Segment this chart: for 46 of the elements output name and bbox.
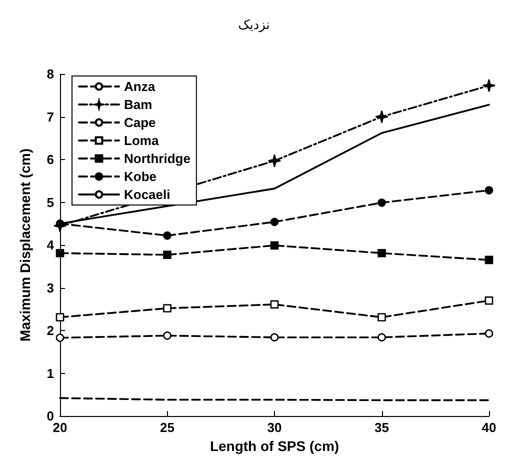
point (163, 304, 172, 312)
x-axis-title: Length of SPS (cm) (210, 438, 340, 454)
y-tick-label: 7 (46, 109, 54, 124)
legend-label: Loma (124, 133, 160, 148)
point (163, 250, 172, 259)
y-tick-label: 2 (46, 323, 54, 338)
chart-title: نزدیک (238, 18, 270, 33)
y-tick-label: 5 (46, 194, 54, 210)
y-tick-label: 3 (46, 280, 54, 296)
point (378, 313, 386, 322)
legend-label: Kocaeli (124, 187, 170, 202)
x-tick-label: 35 (374, 420, 389, 435)
legend-label: Anza (124, 79, 156, 94)
y-tick-label: 8 (46, 66, 54, 82)
point (482, 78, 496, 92)
point (270, 300, 279, 309)
point (163, 231, 172, 240)
y-tick-label: 6 (46, 152, 54, 167)
point (484, 329, 494, 338)
legend-label: Bam (124, 97, 152, 112)
legend-label: Northridge (124, 151, 190, 166)
legend-label: Cape (124, 115, 156, 130)
y-tick-label: 1 (46, 366, 54, 381)
y-tick-label: 0 (46, 408, 54, 424)
point (56, 334, 64, 342)
point (270, 333, 279, 342)
point (268, 154, 282, 168)
point (484, 186, 494, 194)
legend-label: Kobe (124, 169, 156, 184)
point (163, 331, 172, 340)
point (484, 296, 494, 305)
x-tick-label: 25 (160, 420, 174, 435)
point (378, 248, 386, 258)
point (375, 110, 388, 124)
x-tick-label: 30 (267, 420, 282, 435)
point (56, 313, 64, 322)
point (484, 256, 494, 264)
y-axis-title: Maximum Displacement (cm) (17, 148, 33, 342)
x-tick-label: 40 (482, 420, 496, 435)
y-tick-label: 4 (46, 238, 55, 252)
point (270, 218, 279, 226)
point (378, 198, 386, 207)
x-tick-label: 20 (52, 420, 68, 435)
point (270, 241, 279, 250)
point (56, 248, 64, 258)
point (378, 333, 386, 342)
